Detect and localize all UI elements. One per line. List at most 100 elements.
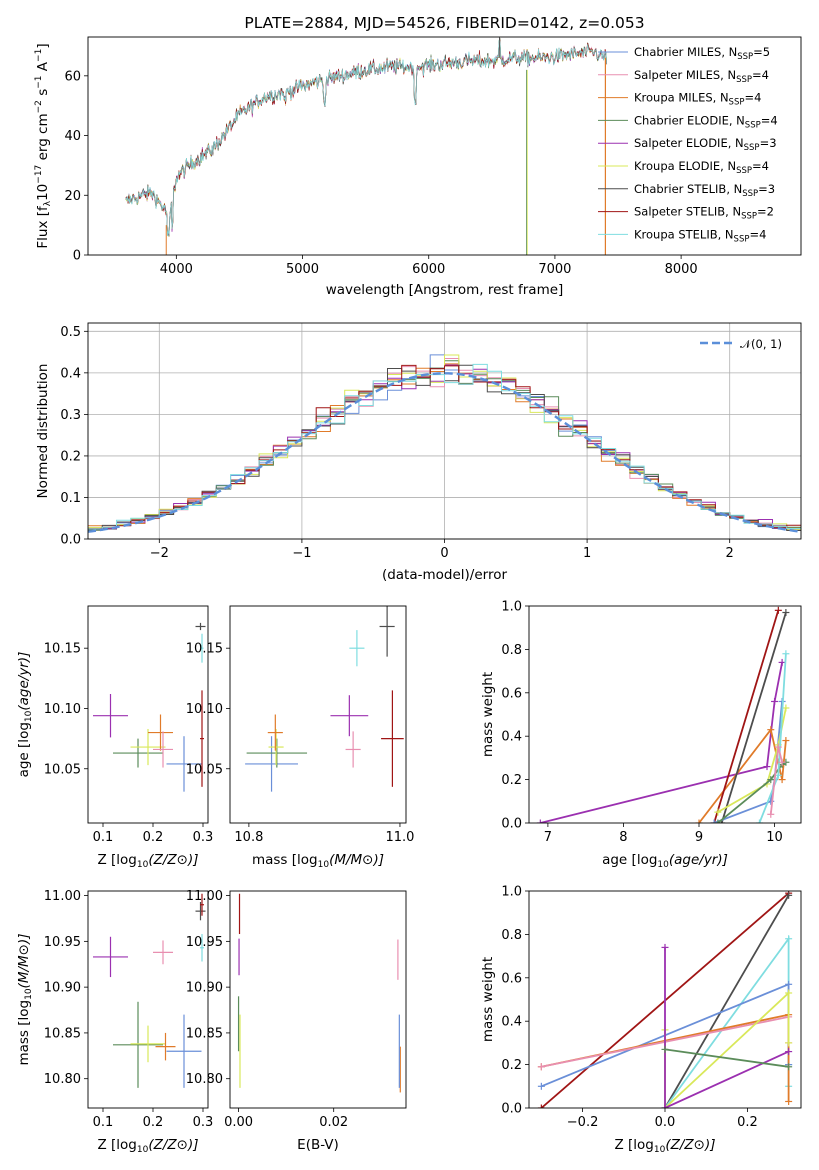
spectrum-line-salpeter_stelib xyxy=(125,40,608,236)
y-tick-label: 10.90 xyxy=(44,981,81,996)
x-tick-label: 8000 xyxy=(665,262,698,277)
x-tick-label: 7000 xyxy=(538,262,571,277)
age_vs_Z-points xyxy=(93,622,206,792)
y-tick-label: 0.2 xyxy=(501,773,522,788)
x-tick-label: 0.0 xyxy=(655,1115,676,1130)
y-tick-label: 10.80 xyxy=(44,1072,81,1087)
y-tick-label: 0.4 xyxy=(60,366,81,381)
age_vs_mass-points xyxy=(245,606,404,792)
spectrum-line-kroupa_stelib xyxy=(125,39,608,237)
y-tick-label: 10.85 xyxy=(186,1026,223,1041)
residuals-ylabel: Normed distribution xyxy=(35,364,51,499)
y-tick-label: 10.10 xyxy=(186,702,223,717)
mass_vs_Z-ylabel: mass [log10(M/M⊙)] xyxy=(16,933,34,1065)
legend-label-salpeter_elodie: Salpeter ELODIE, NSSP=3 xyxy=(634,136,777,153)
weight_vs_age-xlabel: age [log10(age/yr)] xyxy=(602,852,728,870)
y-tick-label: 10.05 xyxy=(186,762,223,777)
y-tick-label: 0.2 xyxy=(60,449,81,464)
weight_vs_Z-ylabel: mass weight xyxy=(480,957,496,1042)
weight_vs_age-frame xyxy=(528,605,802,824)
weight-line-salpeter_elodie xyxy=(540,662,783,823)
x-tick-label: 0.2 xyxy=(737,1115,758,1130)
weight_vs_age-ylabel: mass weight xyxy=(480,672,496,757)
weight-line-chabrier_elodie xyxy=(717,761,787,823)
histogram-salpeter_stelib xyxy=(88,364,801,530)
spectrum-line-chabrier_miles xyxy=(125,41,608,235)
y-tick-label: 0 xyxy=(73,249,81,264)
age_vs_Z-frame xyxy=(87,605,209,824)
x-tick-label: 7 xyxy=(544,830,552,845)
x-tick-label: 0.2 xyxy=(143,1115,164,1130)
y-tick-label: 1.0 xyxy=(501,600,522,615)
x-tick-label: 0.1 xyxy=(93,830,114,845)
residual-histograms xyxy=(88,354,801,533)
legend-label-kroupa_stelib: Kroupa STELIB, NSSP=4 xyxy=(634,227,766,244)
y-tick-label: 0.0 xyxy=(60,533,81,548)
x-tick-label: 0.3 xyxy=(193,830,214,845)
spectrum-ylabel: Flux [fλ10−17 erg cm−2 s−1 A−1] xyxy=(34,43,53,248)
age_vs_Z-ylabel: age [log10(age/yr)] xyxy=(16,652,34,778)
x-tick-label: 11.0 xyxy=(385,830,414,845)
legend-label-chabrier_miles: Chabrier MILES, NSSP=5 xyxy=(634,45,770,62)
spectrum-legend: Chabrier MILES, NSSP=5 Salpeter MILES, NS… xyxy=(598,45,778,244)
age_vs_mass-frame xyxy=(229,605,407,824)
y-tick-label: 0.8 xyxy=(501,928,522,943)
x-tick-label: 0.3 xyxy=(193,1115,214,1130)
y-tick-label: 10.80 xyxy=(186,1072,223,1087)
y-tick-label: 1.0 xyxy=(501,885,522,900)
residuals-xlabel: (data-model)/error xyxy=(382,567,508,583)
x-tick-label: −0.2 xyxy=(567,1115,599,1130)
spectrum-line-kroupa_elodie xyxy=(125,38,608,236)
x-tick-label: 5000 xyxy=(286,262,319,277)
mass_vs_Z-axes: 0.1 0.2 0.3 10.80 10.85 10.90 10.95 11.00 xyxy=(44,889,214,1130)
x-tick-label: 4000 xyxy=(160,262,193,277)
spectrum-line-salpeter_miles xyxy=(125,38,608,236)
y-tick-label: 0.0 xyxy=(501,1102,522,1117)
y-tick-label: 10.95 xyxy=(44,935,81,950)
x-tick-label: 0.1 xyxy=(93,1115,114,1130)
spectrum-frame xyxy=(87,36,802,256)
y-tick-label: 10.90 xyxy=(186,981,223,996)
mass_vs_EBV-xlabel: E(B-V) xyxy=(297,1137,339,1153)
y-tick-label: 10.95 xyxy=(186,935,223,950)
x-tick-label: 0.00 xyxy=(224,1115,253,1130)
y-tick-label: 60 xyxy=(64,69,81,84)
y-tick-label: 10.15 xyxy=(44,642,81,657)
spectrum-xlabel: wavelength [Angstrom, rest frame] xyxy=(326,282,564,298)
mass_vs_EBV-axes: 0.00 0.02 10.80 10.85 10.90 10.95 11.00 xyxy=(186,889,348,1130)
weight_vs_age-lines xyxy=(536,606,790,823)
age_vs_mass-axes: 10.8 11.0 10.05 10.10 10.15 xyxy=(186,642,415,845)
y-tick-label: 10.05 xyxy=(44,762,81,777)
x-tick-label: 8 xyxy=(619,830,627,845)
weight-line-salpeter_stelib xyxy=(713,610,780,823)
spectrum-lines xyxy=(125,37,608,255)
weight-line-chabrier_stelib xyxy=(720,612,787,823)
mass_vs_EBV-points xyxy=(237,893,401,1093)
weight-line-salpeter_elodie xyxy=(664,947,789,1108)
x-tick-label: 2 xyxy=(726,546,734,561)
spectrum-axes: 4000 5000 6000 7000 8000 0 20 40 60 xyxy=(64,69,697,277)
spectrum-line-kroupa_miles xyxy=(125,40,608,237)
y-tick-label: 0.2 xyxy=(501,1058,522,1073)
legend-label-kroupa_elodie: Kroupa ELODIE, NSSP=4 xyxy=(634,159,769,176)
weight-line-chabrier_stelib xyxy=(664,894,790,1108)
y-tick-label: 0.1 xyxy=(60,491,81,506)
spectrum-title: PLATE=2884, MJD=54526, FIBERID=0142, z=0… xyxy=(244,14,644,32)
spectrum-line-chabrier_elodie xyxy=(125,40,608,237)
y-tick-label: 0.4 xyxy=(501,730,522,745)
weight-line-kroupa_stelib xyxy=(664,935,790,1108)
legend-label-chabrier_stelib: Chabrier STELIB, NSSP=3 xyxy=(634,182,775,199)
y-tick-label: 11.00 xyxy=(44,889,81,904)
x-tick-label: −1 xyxy=(292,546,311,561)
x-tick-label: 9 xyxy=(695,830,703,845)
x-tick-label: 0.2 xyxy=(143,830,164,845)
normal-curve xyxy=(88,372,801,533)
spectrum-line-salpeter_elodie xyxy=(125,40,608,236)
weight-line-chabrier_elodie xyxy=(664,1048,789,1068)
y-tick-label: 0.5 xyxy=(60,325,81,340)
y-tick-label: 0.8 xyxy=(501,643,522,658)
y-tick-label: 20 xyxy=(64,189,81,204)
y-tick-label: 11.00 xyxy=(186,889,223,904)
y-tick-label: 0.4 xyxy=(501,1015,522,1030)
